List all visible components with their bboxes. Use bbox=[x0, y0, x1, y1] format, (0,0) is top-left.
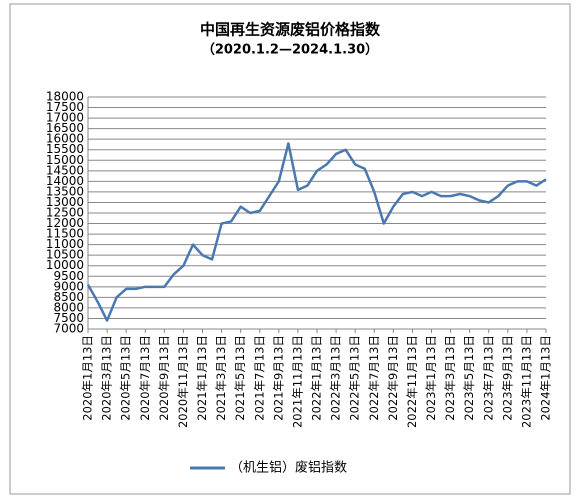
x-tick-label: 2023年9月13日 bbox=[500, 335, 514, 421]
y-tick-label: 8500 bbox=[53, 290, 84, 304]
y-tick-label: 13000 bbox=[46, 195, 84, 209]
x-tick-label: 2023年5月13日 bbox=[462, 335, 476, 421]
legend-label: （机生铝）废铝指数 bbox=[230, 460, 347, 476]
y-tick-label: 11000 bbox=[46, 237, 84, 251]
y-tick-label: 13500 bbox=[46, 184, 84, 198]
x-tick-label: 2021年7月13日 bbox=[252, 335, 266, 421]
x-tick-label: 2020年5月13日 bbox=[119, 335, 133, 421]
chart-subtitle: （2020.1.2—2024.1.30） bbox=[202, 42, 378, 58]
x-tick-label: 2022年3月13日 bbox=[329, 335, 343, 421]
y-tick-label: 17500 bbox=[46, 100, 84, 114]
y-tick-label: 16000 bbox=[46, 132, 84, 146]
y-tick-label: 12000 bbox=[46, 216, 84, 230]
y-tick-label: 7000 bbox=[53, 322, 84, 336]
y-tick-label: 9500 bbox=[53, 269, 84, 283]
x-tick-label: 2021年11月13日 bbox=[290, 335, 304, 428]
chart-title: 中国再生资源废铝价格指数 bbox=[200, 21, 381, 39]
x-tick-label: 2020年1月13日 bbox=[81, 335, 95, 421]
y-tick-label: 14000 bbox=[46, 174, 84, 188]
y-tick-label: 15000 bbox=[46, 153, 84, 167]
x-tick-label: 2022年9月13日 bbox=[386, 335, 400, 421]
y-tick-label: 9000 bbox=[53, 279, 84, 293]
x-tick-label: 2020年11月13日 bbox=[176, 335, 190, 428]
y-tick-label: 16500 bbox=[46, 121, 84, 135]
x-tick-label: 2023年7月13日 bbox=[481, 335, 495, 421]
data-line bbox=[86, 142, 547, 322]
chart-border bbox=[9, 3, 571, 495]
x-tick-label: 2021年9月13日 bbox=[271, 335, 285, 421]
x-tick-label: 2023年11月13日 bbox=[519, 335, 533, 428]
y-tick-label: 11500 bbox=[46, 227, 84, 241]
y-tick-label: 14500 bbox=[46, 163, 84, 177]
x-tick-label: 2022年11月13日 bbox=[405, 335, 419, 428]
x-tick-label: 2023年1月13日 bbox=[424, 335, 438, 421]
x-tick-label: 2020年7月13日 bbox=[138, 335, 152, 421]
y-tick-label: 10000 bbox=[46, 258, 84, 272]
y-tick-label: 12500 bbox=[46, 206, 84, 220]
y-tick-label: 8000 bbox=[53, 300, 84, 314]
x-tick-label: 2020年9月13日 bbox=[157, 335, 171, 421]
x-tick-label: 2022年7月13日 bbox=[367, 335, 381, 421]
y-tick-label: 15500 bbox=[46, 142, 84, 156]
x-tick-label: 2022年1月13日 bbox=[310, 335, 324, 421]
x-tick-label: 2022年5月13日 bbox=[348, 335, 362, 421]
x-tick-label: 2024年1月13日 bbox=[539, 335, 553, 421]
y-tick-label: 17000 bbox=[46, 111, 84, 125]
x-tick-label: 2021年1月13日 bbox=[195, 335, 209, 421]
x-tick-label: 2021年5月13日 bbox=[233, 335, 247, 421]
x-tick-label: 2023年3月13日 bbox=[443, 335, 457, 421]
y-tick-label: 10500 bbox=[46, 248, 84, 262]
y-tick-label: 7500 bbox=[53, 311, 84, 325]
x-tick-label: 2021年3月13日 bbox=[214, 335, 228, 421]
y-tick-label: 18000 bbox=[46, 90, 84, 104]
x-tick-label: 2020年3月13日 bbox=[100, 335, 114, 421]
